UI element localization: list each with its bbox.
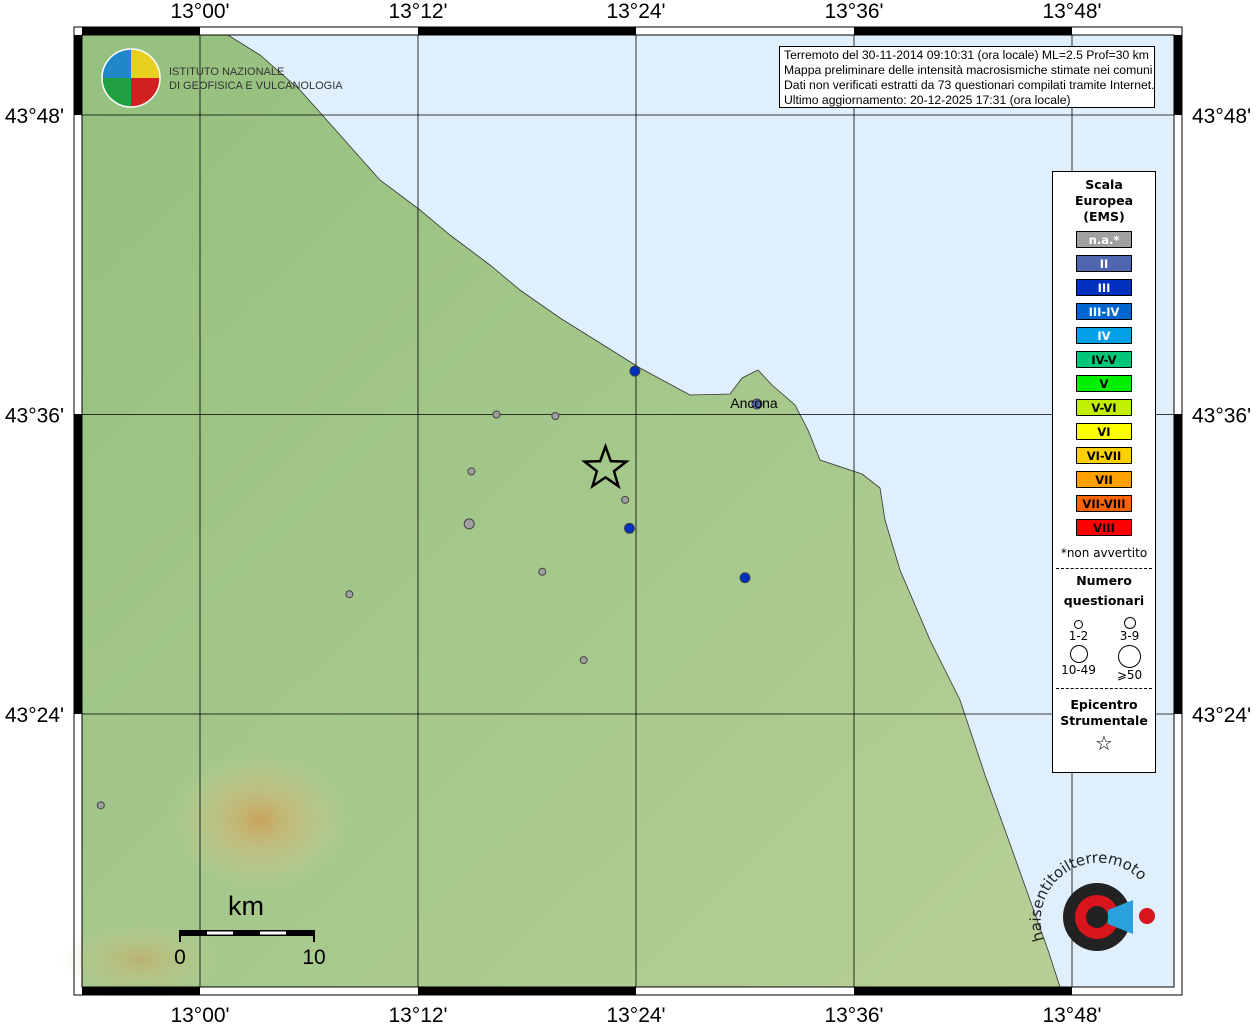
intensity-point[interactable] <box>345 590 354 599</box>
lat-tick-label: 43°24' <box>5 704 64 727</box>
intensity-point[interactable] <box>463 518 475 530</box>
land <box>81 34 1061 988</box>
ems-class-swatch: II <box>1076 255 1132 272</box>
intensity-point[interactable] <box>623 522 635 534</box>
ingv-name-2: DI GEOFISICA E VULCANOLOGIA <box>169 80 343 92</box>
intensity-point[interactable] <box>621 495 630 504</box>
legend: Scala Europea (EMS) n.a.* II III III-IV IV IV-V… <box>1052 171 1156 773</box>
intensity-point[interactable] <box>551 411 560 420</box>
lon-tick-label: 13°24' <box>606 0 665 23</box>
lat-tick-label: 43°24' <box>1192 704 1251 727</box>
lon-tick-label: 13°00' <box>170 0 229 23</box>
ems-class-swatch: V-VI <box>1076 399 1132 416</box>
lon-tick-label: 13°48' <box>1042 0 1101 23</box>
ems-class-swatch: n.a.* <box>1076 231 1132 248</box>
lon-tick-label: 13°36' <box>824 0 883 23</box>
lat-tick-label: 43°48' <box>5 105 64 128</box>
scale-start: 0 <box>174 946 186 969</box>
lon-tick-label: 13°00' <box>170 1004 229 1024</box>
ems-class-swatch: III-IV <box>1076 303 1132 320</box>
hills <box>170 750 350 890</box>
intensity-point[interactable] <box>492 410 501 419</box>
intensity-point[interactable] <box>629 365 641 377</box>
tick-labels: 13°00' 13°00' 13°12' 13°12' 13°24' 13°24' 13°3… <box>5 0 1251 1024</box>
intensity-point[interactable] <box>751 398 763 410</box>
lon-tick-label: 13°48' <box>1042 1004 1101 1024</box>
lat-tick-label: 43°48' <box>1192 105 1251 128</box>
star-icon: ☆ <box>1095 731 1113 755</box>
intensity-point[interactable] <box>579 656 588 665</box>
legend-title: Scala Europea (EMS) <box>1074 177 1134 224</box>
last-update: Ultimo aggiornamento: 20-12-2025 17:31 (… <box>784 93 1071 107</box>
scale-bar: km 0 10 <box>174 891 326 969</box>
ems-class-swatch: IV <box>1076 327 1132 344</box>
lon-tick-label: 13°36' <box>824 1004 883 1024</box>
city-label-ancona: Ancona <box>730 395 778 411</box>
size-legend: 1-2 3-9 10-49 ⩾50 <box>1053 617 1155 682</box>
data-note: Dati non verificati estratti da 73 quest… <box>784 78 1155 92</box>
scale-unit: km <box>228 891 264 921</box>
lon-tick-label: 13°24' <box>606 1004 665 1024</box>
ems-scale: n.a.* II III III-IV IV IV-V V V-VI VI VI-VII VII VI… <box>1053 231 1155 536</box>
event-info-box: Terremoto del 30-11-2014 09:10:31 (ora l… <box>779 46 1155 108</box>
ems-class-swatch: VI-VII <box>1076 447 1132 464</box>
ems-class-swatch: VII-VIII <box>1076 495 1132 512</box>
ingv-name-1: ISTITUTO NAZIONALE <box>169 66 284 78</box>
lon-tick-label: 13°12' <box>388 0 447 23</box>
ems-class-swatch: III <box>1076 279 1132 296</box>
legend-note: *non avvertito <box>1060 546 1148 560</box>
ingv-logo: ISTITUTO NAZIONALE DI GEOFISICA E VULCAN… <box>101 48 343 108</box>
ems-class-swatch: IV-V <box>1076 351 1132 368</box>
lat-tick-label: 43°36' <box>1192 405 1251 428</box>
ems-class-swatch: VII <box>1076 471 1132 488</box>
epicenter-star <box>581 442 630 490</box>
event-line: Terremoto del 30-11-2014 09:10:31 (ora l… <box>784 48 1149 62</box>
intensity-point[interactable] <box>538 567 547 576</box>
map-description: Mappa preliminare delle intensità macros… <box>784 63 1153 77</box>
ems-class-swatch: VIII <box>1076 519 1132 536</box>
intensity-point[interactable] <box>96 801 105 810</box>
count-title: Numero questionari <box>1063 573 1145 608</box>
epicenter-title: Epicentro Strumentale <box>1060 697 1148 728</box>
ems-class-swatch: VI <box>1076 423 1132 440</box>
intensity-points <box>96 365 763 810</box>
intensity-point[interactable] <box>739 572 751 584</box>
intensity-point[interactable] <box>467 467 476 476</box>
ems-class-swatch: V <box>1076 375 1132 392</box>
lon-tick-label: 13°12' <box>388 1004 447 1024</box>
map-frame <box>73 26 1183 996</box>
lat-tick-label: 43°36' <box>5 405 64 428</box>
scale-end: 10 <box>302 946 325 969</box>
